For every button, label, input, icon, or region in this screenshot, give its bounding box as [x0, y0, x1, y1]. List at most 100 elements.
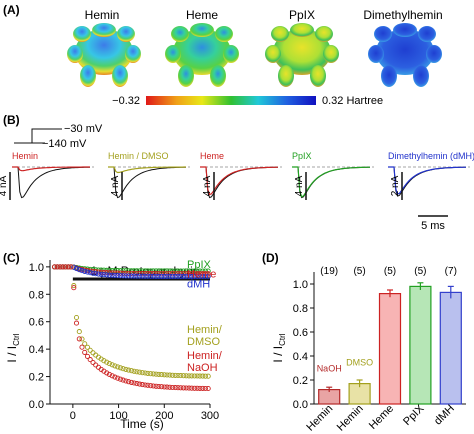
c-legend-1: Heme — [187, 269, 216, 281]
c-point — [112, 363, 118, 369]
d-n-label-3: (5) — [414, 266, 426, 277]
d-ytick-label: 0.2 — [293, 375, 308, 387]
c-point — [93, 271, 99, 277]
d-y-axis-sub: Ctrl — [278, 333, 287, 346]
c-point — [117, 365, 123, 371]
c-point — [84, 353, 91, 359]
c-point — [169, 372, 176, 378]
c-point — [167, 384, 173, 390]
molecule-label-heme: Heme — [186, 8, 218, 22]
d-bar-3 — [409, 285, 432, 405]
c-point — [153, 371, 159, 377]
c-point — [180, 373, 187, 379]
c-point — [123, 268, 129, 274]
current-traces: Hemin 4 nA Hemin / DMSO 4 nA Heme 4 nA PpIX 4 n… — [0, 151, 474, 200]
c-point — [112, 374, 118, 380]
molecule-surface-heme — [165, 23, 239, 87]
c-point — [153, 383, 159, 389]
c-point — [117, 273, 123, 279]
c-point — [197, 268, 203, 274]
c-point — [197, 271, 203, 277]
c-point — [205, 271, 211, 277]
c-point — [202, 273, 208, 280]
c-point — [153, 271, 159, 277]
panel-b: (B) −30 mV −140 mV Hemin 4 nA Hemin / DMSO… — [0, 113, 474, 232]
c-point — [131, 270, 137, 277]
c-xtick-label: 200 — [155, 410, 173, 422]
c-point — [197, 273, 203, 279]
c-point — [150, 268, 156, 274]
panel-c-label: (C) — [3, 251, 20, 265]
c-point — [60, 264, 66, 270]
c-point — [150, 271, 156, 277]
c-point — [126, 268, 132, 274]
d-bar-4 — [439, 291, 462, 405]
colorbar — [146, 96, 316, 105]
c-point — [71, 283, 77, 289]
d-ytick-label: 0.0 — [293, 399, 308, 411]
c-point — [153, 273, 159, 279]
c-point — [189, 271, 195, 277]
c-point — [148, 268, 154, 274]
c-point — [126, 270, 132, 276]
drug-trace-3 — [292, 166, 370, 198]
d-y-axis-label: I / I — [271, 346, 285, 363]
d-n-label-4: (7) — [445, 266, 457, 277]
current-scale-label-2: 4 nA — [202, 175, 213, 196]
c-point — [169, 271, 176, 277]
c-point — [73, 314, 80, 321]
c-xtick-label: 0 — [70, 410, 76, 422]
c-point — [164, 268, 170, 274]
d-ytick-label: 0.4 — [293, 351, 308, 363]
c-point — [172, 372, 178, 378]
c-point — [106, 371, 112, 377]
c-point — [90, 359, 96, 366]
c-point — [161, 273, 167, 279]
molecule-label-dimethylhemin: Dimethylhemin — [363, 8, 442, 22]
d-category-label-3: PpIX — [401, 402, 427, 428]
c-legend-0: PpIX — [187, 259, 212, 271]
panel-a: (A) Hemin Heme PpIX Dimethylhemin −0.32 … — [3, 3, 443, 107]
c-point — [137, 270, 143, 277]
c-point — [142, 370, 148, 376]
d-n-label-0: (19) — [320, 266, 338, 277]
c-point — [183, 385, 189, 391]
c-point — [123, 270, 129, 276]
c-point — [126, 273, 132, 279]
d-n-label-2: (5) — [384, 266, 396, 277]
c-point — [148, 383, 154, 389]
c-point — [139, 370, 145, 376]
c-point — [84, 269, 91, 275]
c-point — [189, 273, 195, 279]
c-point — [158, 268, 165, 274]
c-point — [101, 358, 107, 364]
molecule-label-hemin: Hemin — [85, 8, 120, 22]
c-point — [90, 270, 96, 276]
c-point — [150, 371, 156, 377]
c-y-axis-sub: Ctrl — [12, 333, 21, 346]
molecule-surface-dimethylhemin — [368, 23, 442, 87]
d-n-label-1: (5) — [353, 266, 365, 277]
c-point — [104, 272, 110, 278]
c-point — [128, 273, 134, 279]
c-point — [145, 370, 151, 376]
c-point — [194, 385, 200, 391]
c-point — [180, 273, 187, 279]
d-ytick-label: 0.8 — [293, 303, 308, 315]
current-scale-label-4: 2 nA — [390, 175, 401, 196]
d-category-label-0: Hemin — [304, 403, 335, 434]
c-point — [167, 271, 173, 277]
c-point — [169, 384, 176, 391]
trace-label-4: Dimethylhemin (dMH) — [388, 151, 474, 161]
c-point — [158, 372, 165, 378]
c-point — [115, 273, 121, 279]
d-category-label-1: Hemin — [335, 403, 366, 434]
c-point — [205, 373, 211, 379]
c-point — [164, 372, 170, 378]
c-ytick-label: 0.4 — [29, 344, 44, 356]
c-point — [142, 271, 148, 277]
c-ytick-label: 1.0 — [29, 262, 44, 274]
c-point — [164, 271, 170, 277]
c-point — [87, 357, 93, 363]
